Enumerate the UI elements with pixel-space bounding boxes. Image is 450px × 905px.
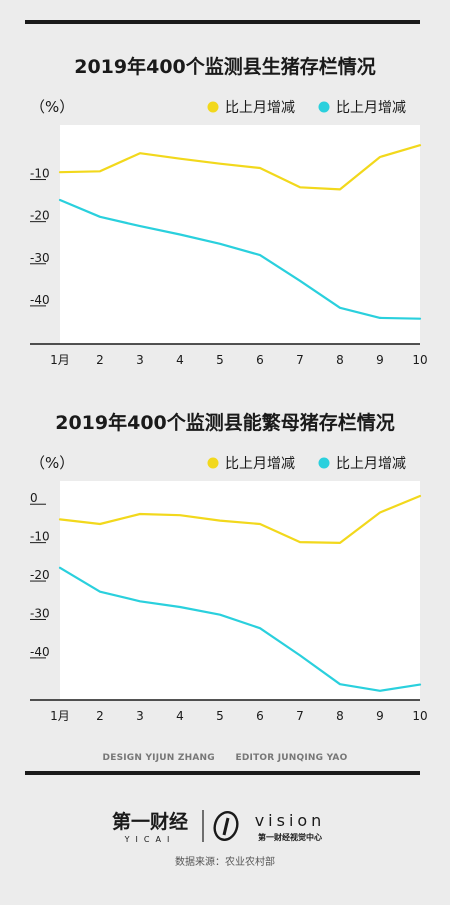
x-tick-label: 5 [216, 709, 224, 723]
y-tick-label: -20 [30, 568, 50, 582]
x-tick-label: 10 [412, 709, 427, 723]
x-tick-label: 9 [376, 353, 384, 367]
legend: 比上月增减 比上月增减 [207, 456, 406, 472]
x-tick-label: 1月 [50, 353, 70, 367]
legend-label-1: 比上月增减 [225, 100, 295, 116]
vision-logo-en: vision [255, 811, 326, 830]
series-line-2 [58, 566, 422, 692]
line-chart-1: （%） 比上月增减 比上月增减 -10 -20 -30 -40 1月 2 3 4 5 6 7 8 9 10 [30, 98, 428, 367]
line-chart-2: （%） 比上月增减 比上月增减 0 -10 -20 -30 -40 1月 2 3 4 5 6 7 8 9 10 [30, 454, 428, 723]
x-tick-label: 2 [96, 353, 104, 367]
x-tick-label: 3 [136, 709, 144, 723]
legend-marker-2 [318, 457, 330, 469]
design-name: YIJUN ZHANG [145, 753, 215, 763]
chart-title-2: 2019年400个监测县能繁母猪存栏情况 [55, 412, 395, 434]
x-tick-label: 2 [96, 709, 104, 723]
series-line-1 [58, 144, 422, 191]
yicai-logo-en: YICAI [124, 835, 176, 844]
x-tick-label: 1月 [50, 709, 70, 723]
legend-label-2: 比上月增减 [336, 100, 406, 116]
x-tick-label: 3 [136, 353, 144, 367]
yicai-logo-cn: 第一财经 [112, 810, 188, 833]
x-tick-label: 9 [376, 709, 384, 723]
plot-area [60, 481, 420, 700]
series-line-2 [58, 198, 422, 320]
y-tick-label: -40 [30, 645, 50, 659]
x-tick-label: 10 [412, 353, 427, 367]
x-tick-label: 6 [256, 353, 264, 367]
legend: 比上月增减 比上月增减 [207, 100, 406, 116]
credits-line: DESIGN YIJUN ZHANG EDITOR JUNQING YAO [0, 753, 450, 763]
legend-marker-2 [318, 101, 330, 113]
y-axis-unit: （%） [30, 454, 74, 472]
editor-name: JUNQING YAO [277, 753, 348, 763]
y-tick-label: -10 [30, 167, 50, 181]
legend-marker-1 [207, 101, 219, 113]
x-tick-label: 8 [336, 709, 344, 723]
series-line-1 [58, 494, 422, 545]
x-tick-label: 8 [336, 353, 344, 367]
x-tick-label: 7 [296, 353, 304, 367]
chart-title-1: 2019年400个监测县生猪存栏情况 [74, 56, 376, 78]
bottom-rule [25, 771, 420, 775]
y-axis-unit: （%） [30, 98, 74, 116]
y-tick-label: -10 [30, 530, 50, 544]
vision-icon [213, 811, 239, 841]
design-label: DESIGN [102, 753, 143, 763]
branding: 第一财经 YICAI vision 第一财经视觉中心 [112, 810, 326, 844]
plot-area [60, 125, 420, 344]
x-tick-label: 4 [176, 709, 184, 723]
editor-label: EDITOR [235, 753, 275, 763]
vision-logo-cn: 第一财经视觉中心 [258, 832, 322, 842]
y-tick-label: -30 [30, 606, 50, 620]
x-tick-label: 4 [176, 353, 184, 367]
legend-label-2: 比上月增减 [336, 456, 406, 472]
y-tick-label: -20 [30, 209, 50, 223]
y-tick-label: -30 [30, 251, 50, 265]
legend-marker-1 [207, 457, 219, 469]
x-tick-label: 7 [296, 709, 304, 723]
y-tick-label: -40 [30, 293, 50, 307]
data-source: 数据来源：农业农村部 [175, 857, 275, 868]
y-tick-label: 0 [30, 491, 38, 505]
top-rule [25, 20, 420, 24]
legend-label-1: 比上月增减 [225, 456, 295, 472]
x-tick-label: 5 [216, 353, 224, 367]
x-tick-label: 6 [256, 709, 264, 723]
